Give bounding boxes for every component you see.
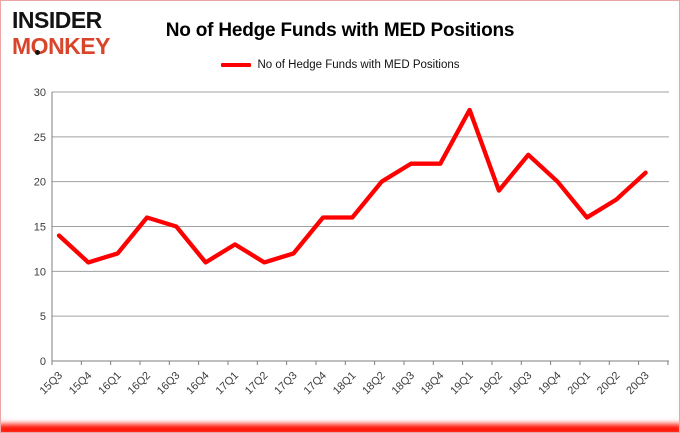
- x-axis-tick-label: 18Q1: [331, 370, 359, 398]
- x-axis-label-group: 18Q1: [331, 370, 359, 398]
- x-axis-tick-label: 19Q1: [448, 370, 476, 398]
- x-axis-tick-label: 20Q3: [624, 370, 652, 398]
- x-axis-label-group: 19Q1: [448, 370, 476, 398]
- y-axis-tick-label: 30: [34, 87, 46, 99]
- x-axis-tick-label: 15Q3: [38, 370, 66, 398]
- x-axis-label-group: 15Q3: [38, 370, 66, 398]
- monkey-eye-o: O: [30, 33, 49, 59]
- line-chart: 0 5 10 15 20 25 30 15Q3 15Q4 16Q1 16Q2 16Q3 16Q4 17Q1…: [34, 87, 669, 398]
- x-axis-tick-label: 19Q2: [477, 370, 505, 398]
- hedge-funds-series-line: [56, 107, 648, 265]
- brand-line1: INSIDER: [12, 7, 102, 33]
- legend-line-swatch: [220, 63, 251, 67]
- chart-title: No of Hedge Funds with MED Positions: [165, 20, 515, 41]
- bottom-red-bar: [1, 424, 679, 432]
- insider-monkey-logo: INSIDER MO NKEY: [12, 7, 110, 59]
- x-axis-label-group: 19Q2: [477, 370, 505, 398]
- x-axis-tick-label: 20Q1: [565, 370, 593, 398]
- x-axis-label-group: 20Q1: [565, 370, 593, 398]
- x-axis-tick-label: 18Q2: [360, 370, 388, 398]
- x-axis-tick-label: 19Q4: [536, 370, 564, 398]
- y-axis-tick-label: 20: [34, 177, 46, 189]
- brand-line2: MO NKEY: [12, 33, 110, 59]
- x-axis-label-group: 17Q2: [243, 370, 271, 398]
- x-axis-label-group: 16Q3: [155, 370, 183, 398]
- x-axis-tick-label: 15Q4: [67, 370, 95, 398]
- x-axis-label-group: 20Q3: [624, 370, 652, 398]
- x-axis-label-group: 18Q4: [419, 370, 447, 398]
- y-axis-tick-label: 25: [34, 132, 46, 144]
- y-axis-tick-label: 0: [40, 356, 46, 368]
- x-axis-tick-label: 17Q2: [243, 370, 271, 398]
- x-axis-tick-label: 17Q4: [302, 370, 330, 398]
- x-axis-tick-label: 16Q3: [155, 370, 183, 398]
- x-axis-label-group: 19Q4: [536, 370, 564, 398]
- x-axis-tick-label: 18Q3: [390, 370, 418, 398]
- y-axis-tick-label: 5: [40, 311, 46, 323]
- x-axis-tick-label: 16Q4: [184, 370, 212, 398]
- x-axis-tick-label: 19Q3: [507, 370, 535, 398]
- x-axis-label-group: 16Q2: [126, 370, 154, 398]
- x-axis-label-group: 20Q2: [595, 370, 623, 398]
- x-axis-label-group: 18Q2: [360, 370, 388, 398]
- x-axis-tick-label: 16Q1: [96, 370, 124, 398]
- y-axis-tick-label: 15: [34, 222, 46, 234]
- x-axis-label-group: 16Q1: [96, 370, 124, 398]
- chart-legend: No of Hedge Funds with MED Positions: [1, 59, 679, 71]
- x-axis-label-group: 16Q4: [184, 370, 212, 398]
- x-axis-tick-label: 18Q4: [419, 370, 447, 398]
- x-axis-label-group: 18Q3: [390, 370, 418, 398]
- x-axis-label-group: 17Q4: [302, 370, 330, 398]
- x-axis-tick-label: 17Q3: [272, 370, 300, 398]
- x-axis-label-group: 15Q4: [67, 370, 95, 398]
- legend-label: No of Hedge Funds with MED Positions: [257, 59, 460, 71]
- x-axis-tick-label: 16Q2: [126, 370, 154, 398]
- x-axis-label-group: 19Q3: [507, 370, 535, 398]
- x-axis-tick-label: 17Q1: [214, 370, 242, 398]
- x-axis-label-group: 17Q1: [214, 370, 242, 398]
- y-axis-tick-label: 10: [34, 266, 46, 278]
- x-axis-tick-label: 20Q2: [595, 370, 623, 398]
- x-axis-label-group: 17Q3: [272, 370, 300, 398]
